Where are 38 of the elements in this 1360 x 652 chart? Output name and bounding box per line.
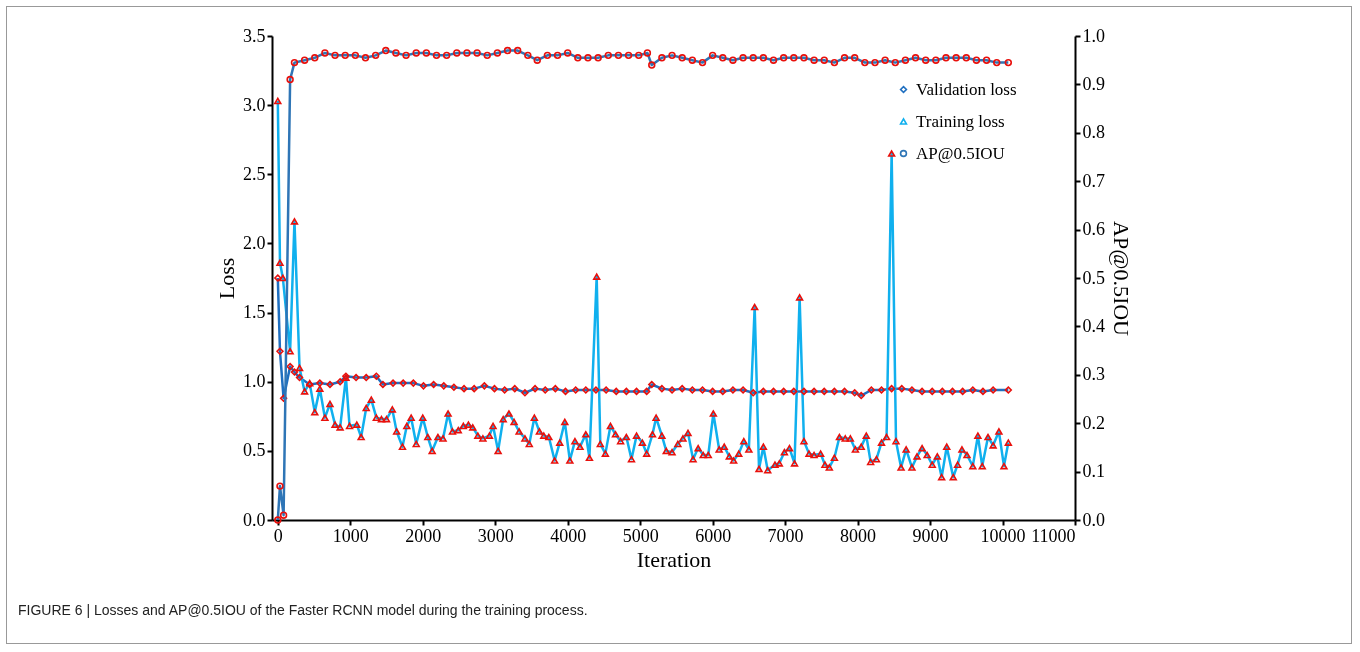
y-tick-label: 0.5 — [243, 440, 266, 461]
y-tick-label: 3.0 — [243, 94, 266, 115]
x-tick-label: 10000 — [980, 525, 1026, 546]
y-tick-label: 0.0 — [243, 509, 266, 530]
y-tick-label: 1.0 — [243, 371, 266, 392]
caption: FIGURE 6 | Losses and AP@0.5IOU of the Faster RCNN model during the training process. — [18, 602, 588, 618]
y2-tick-label: 0.0 — [1082, 509, 1105, 530]
y2-tick-label: 0.4 — [1082, 315, 1105, 336]
y2-tick-label: 0.2 — [1082, 412, 1105, 433]
x-tick-label: 9000 — [912, 525, 949, 546]
y-tick-label: 2.5 — [243, 163, 266, 184]
x-tick-label: 8000 — [840, 525, 877, 546]
x-axis-title: Iteration — [636, 546, 712, 572]
y2-tick-label: 0.7 — [1082, 170, 1105, 191]
y2-axis-title: AP@0.5IOU — [1109, 221, 1134, 337]
y2-tick-label: 0.5 — [1082, 267, 1105, 288]
x-tick-label: 4000 — [550, 525, 587, 546]
x-tick-label: 1000 — [332, 525, 369, 546]
y-tick-label: 1.5 — [243, 302, 266, 323]
legend-label: Training loss — [916, 111, 1005, 131]
x-tick-label: 11000 — [1031, 525, 1076, 546]
y2-tick-label: 0.8 — [1082, 122, 1105, 143]
x-tick-label: 3000 — [477, 525, 514, 546]
x-tick-label: 7000 — [767, 525, 804, 546]
x-tick-label: 0 — [273, 525, 283, 546]
y-tick-label: 3.5 — [243, 25, 266, 46]
y2-tick-label: 0.3 — [1082, 364, 1105, 385]
y-tick-label: 2.0 — [243, 232, 266, 253]
y2-tick-label: 1.0 — [1082, 25, 1105, 46]
x-tick-label: 5000 — [622, 525, 659, 546]
y2-tick-label: 0.1 — [1082, 461, 1105, 482]
y2-tick-label: 0.6 — [1082, 219, 1105, 240]
y2-tick-label: 0.9 — [1082, 73, 1105, 94]
x-tick-label: 2000 — [405, 525, 442, 546]
legend-label: Validation loss — [916, 79, 1017, 99]
y-axis-title: Loss — [214, 257, 239, 300]
legend-label: AP@0.5IOU — [916, 143, 1005, 163]
x-tick-label: 6000 — [695, 525, 732, 546]
